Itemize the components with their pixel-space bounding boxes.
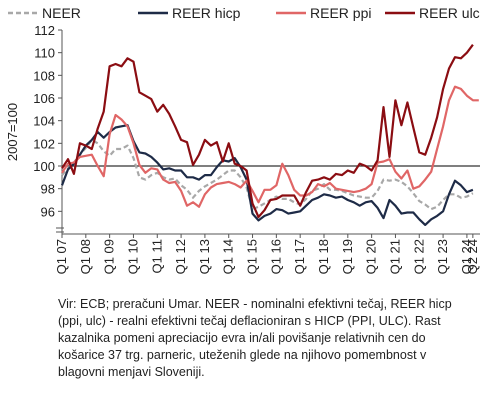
x-tick-label: Q1 14 xyxy=(221,239,236,274)
footnote-line: kazalnika pomeni apreciacijo evra in/ali… xyxy=(58,331,426,345)
chart-footnote: Vir: ECB; preračuni Umar. NEER - nominal… xyxy=(58,296,463,381)
x-tick-label: Q2 24 xyxy=(465,239,480,274)
series-line-neer xyxy=(61,138,474,211)
x-tick-label: Q1 21 xyxy=(387,239,402,274)
series-line-reer-ppi xyxy=(61,85,479,208)
series-line-reer-ulc xyxy=(61,44,474,219)
x-tick-label: Q1 22 xyxy=(411,239,426,274)
y-tick-label: 100 xyxy=(33,159,55,174)
chart-legend: NEER REER hicp REER ppi REER ulc xyxy=(8,5,480,21)
y-tick-label: 96 xyxy=(41,204,55,219)
y-axis-label: 2007=100 xyxy=(5,103,20,161)
footnote-line: Vir: ECB; preračuni Umar. NEER - nominal… xyxy=(58,297,452,311)
legend-label: NEER xyxy=(42,5,81,21)
footnote-line: blagovni menjavi Sloveniji. xyxy=(58,365,205,379)
x-tick-label: Q1 18 xyxy=(316,239,331,274)
y-tick-label: 104 xyxy=(33,114,55,129)
x-tick-label: Q1 13 xyxy=(197,239,212,274)
y-tick-label: 98 xyxy=(41,182,55,197)
x-tick-label: Q1 10 xyxy=(125,239,140,274)
x-tick-label: Q1 17 xyxy=(292,239,307,274)
y-tick-label: 102 xyxy=(33,136,55,151)
x-tick-label: Q1 08 xyxy=(78,239,93,274)
legend-label: REER ppi xyxy=(310,5,371,21)
y-tick-label: 106 xyxy=(33,91,55,106)
legend-label: REER ulc xyxy=(419,5,480,21)
footnote-line: (ppi, ulc) - realni efektivni tečaj defl… xyxy=(58,314,441,328)
y-tick-label: 108 xyxy=(33,68,55,83)
x-tick-label: Q1 09 xyxy=(102,239,117,274)
x-tick-label: Q1 24 xyxy=(459,239,474,274)
series-line-reer-hicp xyxy=(60,124,474,226)
x-axis: Q1 07 Q1 08 Q1 09 Q1 10 Q1 11 Q1 12 Q1 13 Q1 14… xyxy=(54,233,480,274)
x-tick-label: Q1 11 xyxy=(149,239,164,273)
x-tick-label: Q1 12 xyxy=(173,239,188,274)
effective-exchange-rate-chart: NEER REER hicp REER ppi REER ulc 96 98 100 102… xyxy=(5,5,480,274)
y-axis: 96 98 100 102 104 106 108 110 112 2007=100 xyxy=(5,23,64,234)
plot-area xyxy=(60,44,480,226)
x-tick-label: Q1 20 xyxy=(364,239,379,274)
x-tick-label: Q1 16 xyxy=(268,239,283,274)
x-tick-label: Q1 15 xyxy=(245,239,260,274)
x-tick-label: Q1 19 xyxy=(340,239,355,274)
footnote-line: košarice 37 trg. parneric, uteženih gled… xyxy=(58,348,427,362)
y-tick-label: 110 xyxy=(34,46,55,61)
legend-label: REER hicp xyxy=(172,5,241,21)
x-tick-label: Q1 07 xyxy=(54,239,69,274)
y-tick-label: 112 xyxy=(34,23,55,38)
x-tick-label: Q1 23 xyxy=(435,239,450,274)
axis-break-marker xyxy=(56,227,64,233)
